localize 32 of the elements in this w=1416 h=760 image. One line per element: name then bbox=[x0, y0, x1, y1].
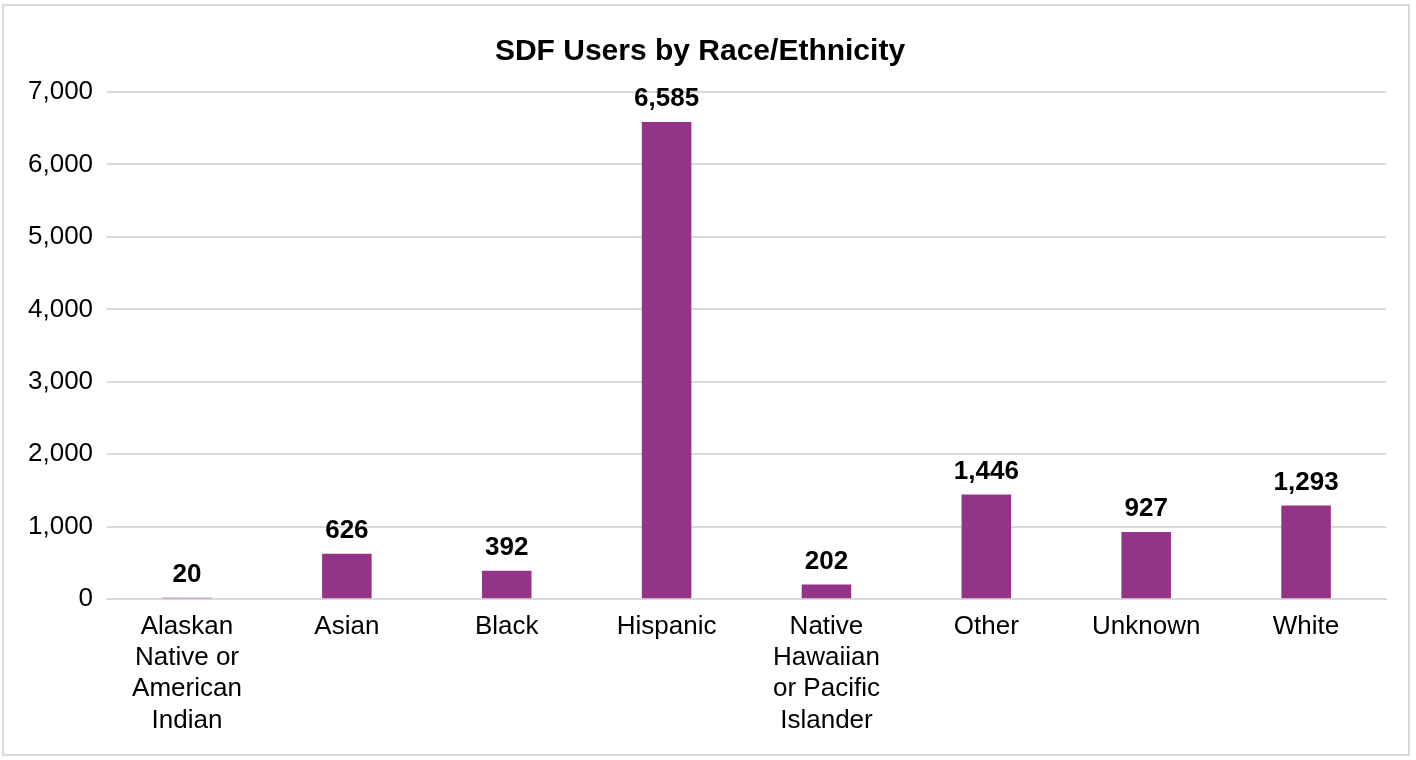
y-tick-label: 1,000 bbox=[27, 509, 94, 540]
y-tick-label: 0 bbox=[78, 582, 94, 613]
y-tick-label: 4,000 bbox=[27, 292, 94, 323]
x-tick-label: Alaskan Native or American Indian bbox=[132, 609, 242, 734]
bar bbox=[1121, 532, 1171, 599]
x-tick-label: Native Hawaiian or Pacific Islander bbox=[772, 609, 880, 734]
bar bbox=[481, 570, 532, 599]
bar bbox=[322, 553, 372, 599]
y-tick-label: 2,000 bbox=[27, 437, 94, 468]
y-tick-label: 3,000 bbox=[27, 365, 94, 395]
data-label: 927 bbox=[1124, 492, 1168, 523]
chart-title: SDF Users by Race/Ethnicity bbox=[494, 33, 906, 67]
data-label: 626 bbox=[325, 514, 369, 545]
x-tick-label: Other bbox=[953, 609, 1020, 640]
x-tick-label: Black bbox=[474, 609, 540, 640]
data-label: 20 bbox=[172, 557, 202, 588]
data-label: 1,293 bbox=[1273, 465, 1339, 496]
y-tick-label: 6,000 bbox=[27, 147, 94, 178]
y-tick-label: 7,000 bbox=[27, 75, 94, 106]
bar bbox=[641, 122, 692, 599]
x-tick-label: Unknown bbox=[1092, 609, 1201, 640]
data-label: 202 bbox=[804, 544, 849, 575]
x-tick-label: Hispanic bbox=[616, 609, 717, 640]
bar bbox=[801, 584, 852, 599]
bar bbox=[961, 494, 1012, 599]
y-tick-label: 5,000 bbox=[27, 220, 94, 251]
data-label: 392 bbox=[485, 530, 529, 561]
data-label: 1,446 bbox=[953, 454, 1019, 485]
bar bbox=[1281, 505, 1331, 599]
x-tick-label: White bbox=[1272, 609, 1340, 640]
data-label: 6,585 bbox=[634, 82, 700, 113]
x-tick-label: Asian bbox=[314, 609, 380, 640]
